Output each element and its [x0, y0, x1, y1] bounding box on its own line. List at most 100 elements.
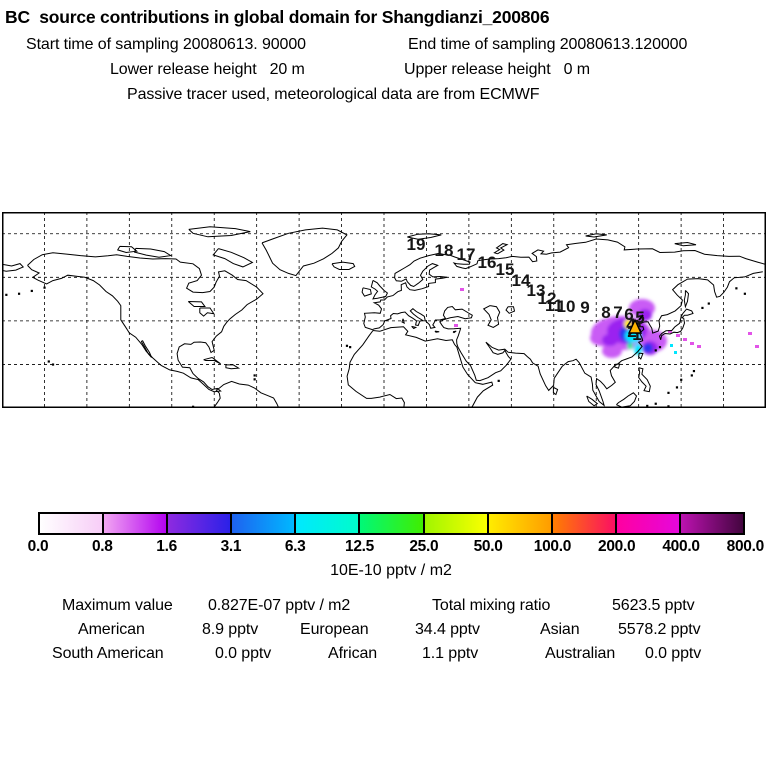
island-dot [51, 363, 55, 366]
island-dot [690, 374, 693, 377]
coastline [361, 287, 372, 297]
plume-blob [643, 343, 653, 353]
end-time-label: End time of sampling 20080613.120000 [408, 36, 688, 53]
lower-release-label: Lower release height 20 m [110, 61, 305, 78]
tracer-note-label: Passive tracer used, meteorological data… [127, 86, 540, 103]
trajectory-hour-label: 9 [580, 298, 589, 317]
release-marker-triangle [627, 318, 643, 334]
coastline [658, 308, 694, 340]
coastline [434, 330, 440, 333]
plume-blob [634, 343, 642, 355]
trajectory-hour-label: 7 [613, 303, 622, 322]
colorbar-tick-label: 100.0 [533, 538, 572, 555]
region-name: European [300, 621, 369, 638]
coastline [638, 352, 644, 360]
island-dot [692, 369, 696, 373]
coastline [683, 290, 690, 309]
colorbar [38, 512, 745, 535]
coastline [372, 271, 763, 407]
colorbar-tick-label: 0.0 [27, 538, 49, 555]
world-map: 19181716151413121110987654321 [2, 212, 766, 408]
map-frame [2, 212, 766, 408]
plume-speck [755, 345, 759, 348]
island-dot [658, 346, 662, 349]
island-dots [5, 286, 746, 408]
island-dot [646, 404, 649, 408]
colorbar-tick-label: 6.3 [284, 538, 306, 555]
plume-speck [454, 324, 458, 327]
trajectory-hour-label: 18 [435, 241, 454, 260]
total-ratio-label: Total mixing ratio [432, 597, 551, 614]
trajectory-hour-label: 8 [601, 303, 610, 322]
region-value: 0.0 pptv [645, 645, 702, 662]
region-value: 1.1 pptv [422, 645, 479, 662]
island-dot [707, 302, 710, 305]
plume-blob [602, 334, 618, 346]
island-dot [743, 292, 746, 295]
colorbar-segment [102, 514, 167, 533]
trajectory-hour-label: 13 [527, 281, 546, 300]
island-dot [654, 402, 657, 405]
plume-speck [670, 344, 673, 347]
colorbar-segment [550, 514, 615, 533]
trajectory-hour-label: 11 [545, 296, 563, 315]
island-dot [497, 379, 500, 382]
coastline [407, 233, 442, 240]
trajectory-hour-label: 10 [557, 297, 576, 316]
region-value: 34.4 pptv [415, 621, 480, 638]
coastline [586, 395, 599, 407]
coastline [116, 245, 139, 254]
coastline [370, 279, 389, 300]
coastlines [2, 226, 766, 408]
colorbar-tick-label: 25.0 [409, 538, 439, 555]
plume-blob [624, 319, 632, 329]
plume-blob [627, 343, 633, 349]
plume-blob [602, 344, 622, 358]
coastline [505, 306, 516, 314]
trajectory-hour-label: 6 [624, 305, 633, 324]
colorbar-segment [40, 514, 103, 533]
total-ratio-value: 5623.5 pptv [612, 597, 695, 614]
maximum-value-label: Maximum value [62, 597, 173, 614]
coastline [493, 243, 509, 255]
start-time-label: Start time of sampling 20080613. 90000 [26, 36, 306, 53]
colorbar-segment [614, 514, 679, 533]
coastline [261, 227, 348, 277]
coastline [225, 364, 241, 370]
colorbar-segment [230, 514, 295, 533]
coastline [27, 252, 264, 393]
coastline [203, 356, 221, 365]
island-dot [701, 306, 704, 310]
coastline [614, 363, 621, 369]
coastline [199, 307, 215, 317]
island-dot [675, 386, 679, 389]
colorbar-tick-label: 1.6 [156, 538, 177, 555]
coastline [452, 330, 457, 334]
trajectory-hour-label: 4 [626, 315, 636, 334]
region-name: Australian [545, 645, 616, 662]
island-dot [43, 286, 46, 289]
coastline [212, 248, 254, 268]
island-dot [47, 360, 50, 363]
colorbar-segment [358, 514, 423, 533]
coastline [213, 380, 279, 408]
colorbar-tick-label: 200.0 [598, 538, 636, 555]
colorbar-segment [422, 514, 487, 533]
region-name: South American [52, 645, 164, 662]
colorbar-tick-label: 400.0 [662, 538, 700, 555]
plume-specks [454, 288, 759, 354]
trajectory-hour-label: 16 [478, 253, 497, 272]
plume-speck [674, 351, 677, 354]
island-dot [345, 344, 349, 347]
figure-title: BC source contributions in global domain… [5, 7, 550, 27]
region-value: 0.0 pptv [215, 645, 272, 662]
plume-speck [697, 345, 701, 348]
trajectory-segment [638, 314, 644, 321]
colorbar-tick-label: 3.1 [220, 538, 242, 555]
region-value: 5578.2 pptv [618, 621, 701, 638]
maximum-value: 0.827E-07 pptv / m2 [208, 597, 351, 614]
plume-speck [668, 330, 672, 333]
island-dot [253, 378, 256, 381]
island-dot [17, 292, 21, 295]
coastline [616, 392, 638, 408]
